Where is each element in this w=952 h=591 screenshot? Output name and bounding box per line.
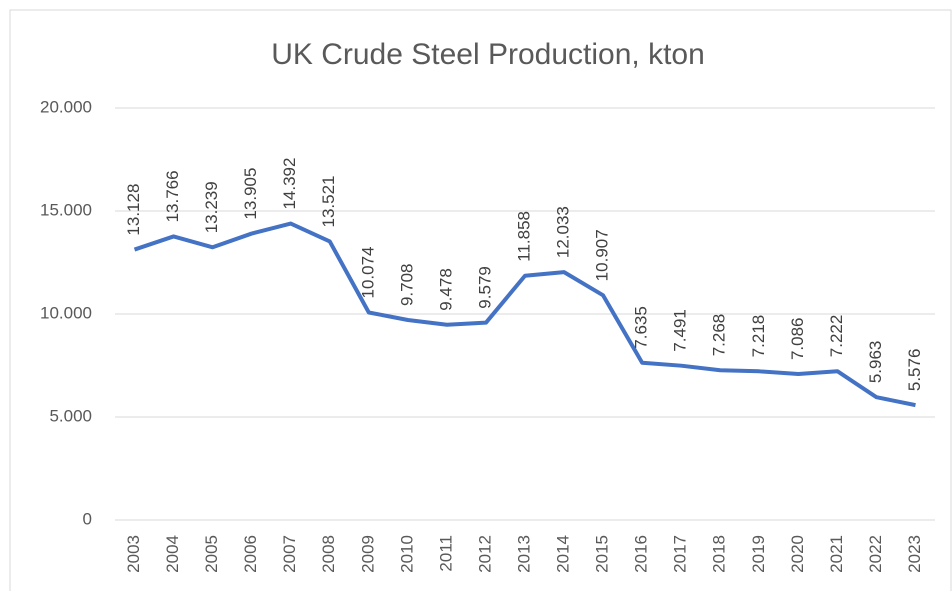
data-label: 13.521 [319, 175, 338, 227]
y-tick-label: 5.000 [49, 406, 92, 425]
data-label: 10.074 [358, 246, 377, 298]
data-label: 7.268 [710, 314, 729, 357]
y-tick-label: 10.000 [40, 303, 92, 322]
data-label: 9.708 [397, 263, 416, 306]
x-tick-label: 2009 [358, 535, 377, 573]
data-label: 7.635 [632, 306, 651, 349]
data-label: 11.858 [514, 211, 533, 262]
data-label: 5.963 [866, 341, 885, 384]
y-tick-label: 15.000 [40, 200, 92, 219]
data-label: 14.392 [280, 158, 299, 210]
data-label: 7.491 [671, 309, 690, 352]
x-tick-label: 2023 [905, 535, 924, 573]
x-tick-label: 2015 [593, 535, 612, 573]
x-tick-label: 2008 [319, 535, 338, 573]
data-label: 7.222 [827, 315, 846, 358]
x-tick-label: 2007 [280, 535, 299, 573]
data-label: 7.218 [749, 315, 768, 358]
data-line [133, 221, 916, 408]
x-tick-label: 2012 [475, 535, 494, 573]
data-label: 5.576 [905, 349, 924, 392]
data-label: 13.905 [241, 168, 260, 220]
x-tick-label: 2005 [202, 535, 221, 573]
chart-title: UK Crude Steel Production, kton [271, 38, 705, 71]
data-label: 13.128 [124, 184, 143, 236]
x-tick-label: 2010 [397, 535, 416, 573]
data-label: 12.033 [554, 206, 573, 258]
y-tick-label: 0 [83, 509, 92, 528]
x-tick-label: 2004 [163, 535, 182, 573]
x-tick-label: 2020 [788, 535, 807, 573]
data-label: 13.239 [202, 181, 221, 233]
x-tick-label: 2016 [632, 535, 651, 573]
x-tick-label: 2013 [514, 535, 533, 573]
x-tick-label: 2022 [866, 535, 885, 573]
x-tick-label: 2019 [749, 535, 768, 573]
x-tick-label: 2017 [671, 535, 690, 573]
x-tick-label: 2003 [124, 535, 143, 573]
data-label: 9.478 [436, 268, 455, 311]
x-tick-label: 2006 [241, 535, 260, 573]
x-tick-label: 2018 [710, 535, 729, 573]
x-tick-label: 2011 [436, 535, 455, 572]
x-tick-label: 2014 [554, 535, 573, 573]
data-label: 13.766 [163, 170, 182, 222]
data-label: 7.086 [788, 317, 807, 360]
data-label: 9.579 [475, 266, 494, 309]
data-label: 10.907 [593, 229, 612, 281]
x-tick-label: 2021 [827, 535, 846, 573]
y-tick-label: 20.000 [40, 97, 92, 116]
chart-border [9, 9, 952, 591]
